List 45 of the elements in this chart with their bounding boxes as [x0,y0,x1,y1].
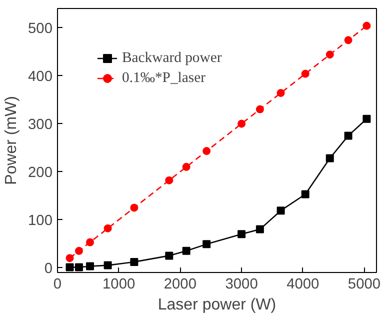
point [362,114,371,123]
y-tick-label: 500 [28,21,53,38]
x-tick-label: 2000 [164,276,196,292]
point [182,246,190,255]
point [74,246,83,255]
point [344,36,352,44]
y-tick-label: 300 [28,117,53,134]
x-tick-label: 5000 [348,276,381,292]
point [202,240,211,248]
point [276,206,285,215]
point [326,50,334,59]
y-tick-label: 200 [28,165,53,182]
x-tick-label: 1000 [102,276,136,292]
y-tick-label: 0 [44,261,53,278]
point [301,190,310,198]
point [165,252,174,260]
point [66,263,74,272]
point [104,261,112,270]
point [238,230,246,238]
point [182,162,190,171]
point [202,147,211,156]
point [104,224,112,232]
point [130,204,138,212]
point [86,262,94,270]
legend-label: 0.1‰*P_laser [122,70,206,86]
point [238,120,246,128]
point [326,154,334,162]
y-tick-label: 400 [28,69,53,86]
point [165,176,174,184]
y-tick-label: 100 [28,213,53,230]
point [256,105,264,114]
x-axis-title: Laser power (W) [158,296,276,314]
point [301,70,310,78]
x-tick-label: 4000 [286,276,320,292]
point [130,258,138,266]
legend-label: Backward power [122,50,222,66]
point [74,263,83,272]
y-axis-title: Power (mW) [3,96,20,185]
x-tick-label: 3000 [225,276,258,292]
point [344,132,352,140]
point [86,238,94,246]
point [256,225,264,234]
point [276,88,285,97]
point [66,254,74,262]
point [362,22,371,30]
